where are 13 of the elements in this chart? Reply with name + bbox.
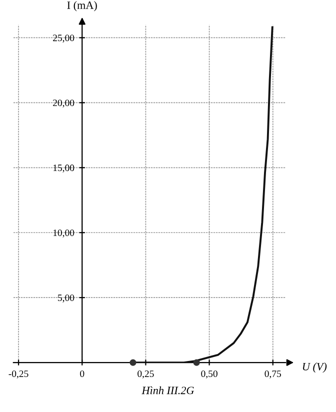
- x-tick-label: -0,25: [8, 370, 28, 378]
- y-tick-label: 25,00: [53, 34, 74, 43]
- y-tick-label: 5,00: [58, 294, 74, 302]
- text: Hình III.2G: [142, 386, 194, 394]
- x-tick-label: 0,50: [201, 370, 218, 378]
- x-tick-label: 0: [80, 370, 84, 378]
- y-tick-label: 15,00: [53, 164, 74, 173]
- y-tick-label: 10,00: [53, 230, 74, 238]
- x-tick-label: 0,75: [264, 370, 282, 378]
- x-axis-title: U (V): [302, 362, 327, 373]
- y-axis-title: I (mA): [67, 1, 97, 12]
- y-tick-label: 20,00: [53, 100, 74, 108]
- x-tick-label: 0,25: [138, 370, 154, 378]
